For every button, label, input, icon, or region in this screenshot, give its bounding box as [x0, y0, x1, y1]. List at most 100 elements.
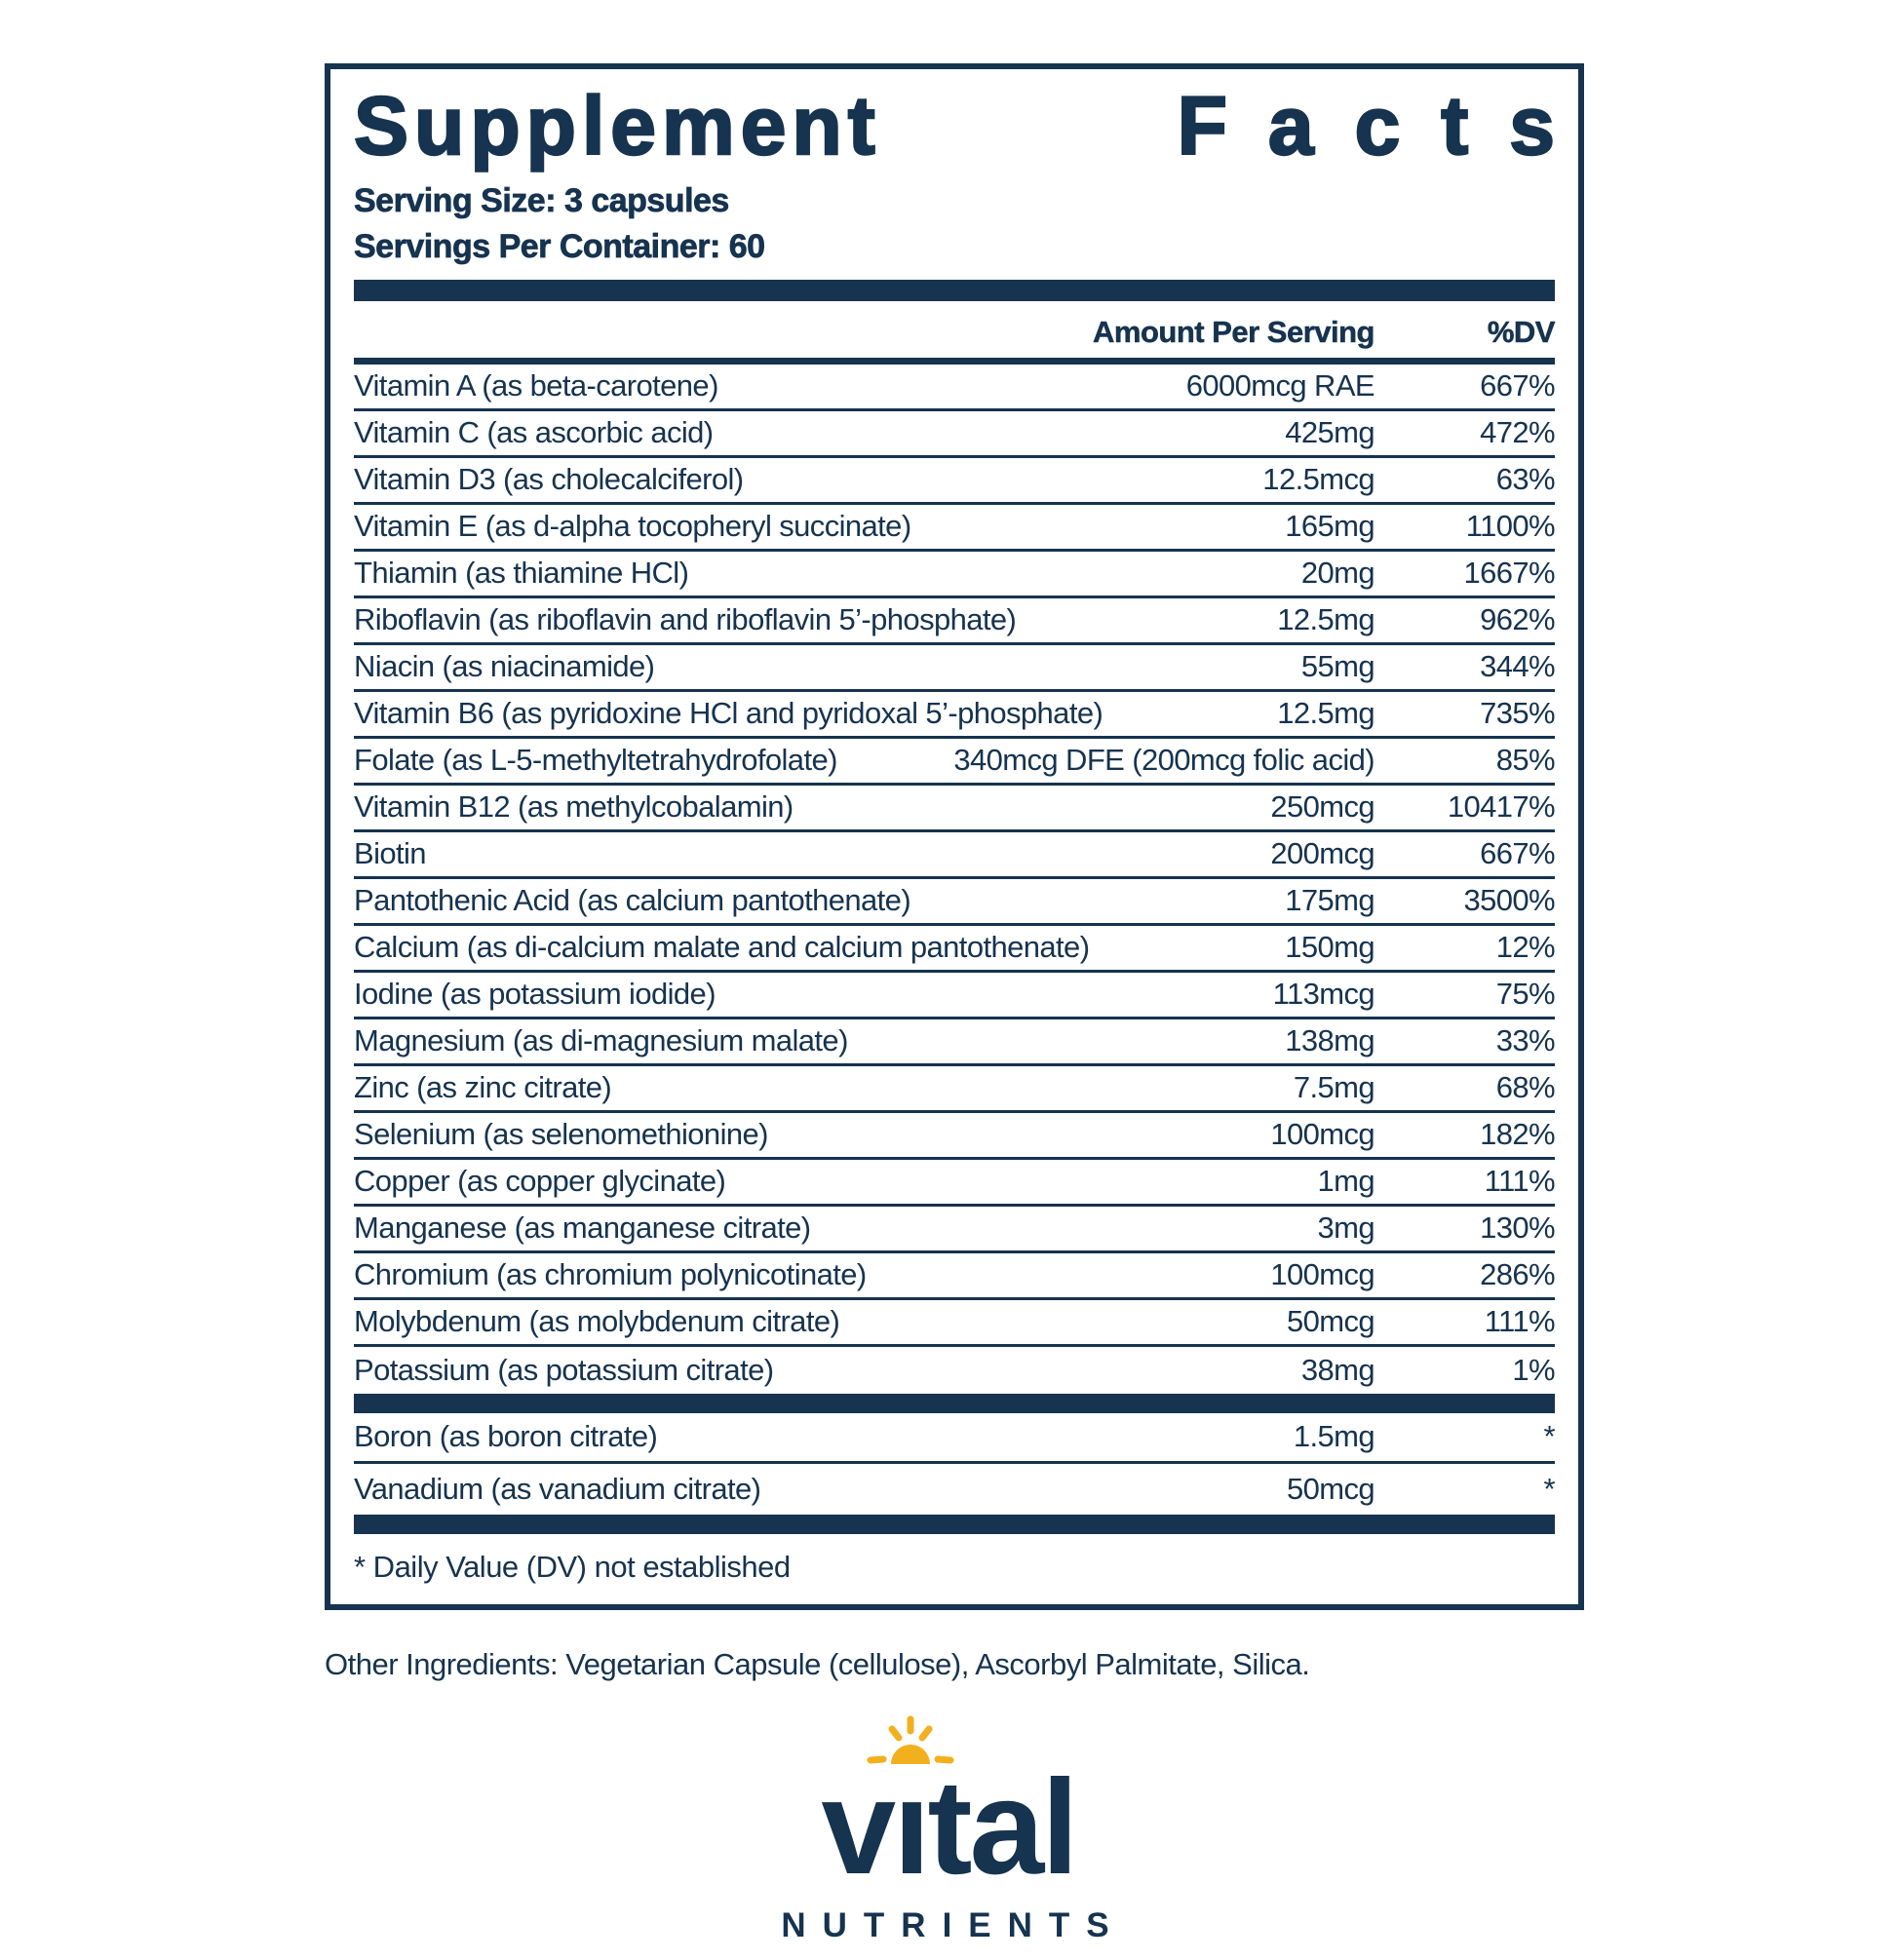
table-row: Copper (as copper glycinate) 1mg 111% — [354, 1160, 1556, 1207]
nutrient-amount: 340mcg DFE (200mcg folic acid) — [953, 743, 1374, 778]
table-row: Boron (as boron citrate) 1.5mg * — [354, 1413, 1556, 1464]
table-header-row: Amount Per Serving %DV — [354, 301, 1556, 358]
nutrient-dv: 667% — [1480, 836, 1555, 871]
nutrient-dv: 111% — [1484, 1304, 1556, 1339]
nutrient-dv: 3500% — [1463, 883, 1555, 918]
nutrient-dv: 286% — [1480, 1257, 1555, 1292]
nutrient-amount: 200mcg — [1270, 836, 1374, 871]
nutrient-name: Folate (as L-5-methyltetrahydrofolate) — [354, 743, 837, 778]
nutrient-dv: * — [1543, 1419, 1556, 1454]
nutrient-name: Thiamin (as thiamine HCl) — [354, 556, 689, 591]
nutrient-dv: 75% — [1495, 977, 1556, 1012]
dv-footnote: * Daily Value (DV) not established — [354, 1549, 791, 1584]
nutrient-dv: 33% — [1495, 1023, 1556, 1058]
table-row: Vitamin B12 (as methylcobalamin) 250mcg … — [354, 786, 1556, 832]
nutrient-name: Vitamin E (as d-alpha tocopheryl succina… — [354, 509, 911, 544]
nutrient-dv: 182% — [1480, 1117, 1555, 1152]
servings-per-container-text: Servings Per Container: 60 — [354, 227, 766, 265]
nutrient-name: Manganese (as manganese citrate) — [354, 1211, 811, 1246]
brand-logo: vı tal NUTRIENTS — [0, 1715, 1897, 1945]
nutrient-name: Vitamin B6 (as pyridoxine HCl and pyrido… — [354, 696, 1103, 731]
table-row: Vitamin C (as ascorbic acid) 425mg 472% — [354, 411, 1556, 458]
nutrient-dv: 735% — [1480, 696, 1555, 731]
nutrient-dv: 12% — [1495, 930, 1556, 965]
nutrient-dv: 85% — [1495, 743, 1556, 778]
brand-subtitle: NUTRIENTS — [781, 1905, 1126, 1944]
nutrient-name: Potassium (as potassium citrate) — [354, 1352, 774, 1387]
nutrient-dv: * — [1543, 1471, 1556, 1506]
panel-title-word2: Facts — [1176, 80, 1596, 172]
nonestablished-rows: Boron (as boron citrate) 1.5mg * Vanadiu… — [354, 1413, 1556, 1515]
nutrient-dv: 667% — [1480, 368, 1555, 404]
nutrient-amount: 6000mcg RAE — [1185, 368, 1375, 404]
nutrient-dv: 130% — [1480, 1211, 1555, 1246]
nutrient-dv: 63% — [1495, 462, 1556, 497]
nutrient-name: Magnesium (as di-magnesium malate) — [354, 1023, 848, 1058]
nutrient-amount: 55mg — [1300, 649, 1375, 684]
nutrient-amount: 1mg — [1317, 1164, 1374, 1199]
nutrient-amount: 175mg — [1285, 883, 1374, 918]
table-row: Pantothenic Acid (as calcium pantothenat… — [354, 879, 1556, 926]
nutrient-amount: 250mcg — [1270, 789, 1374, 825]
dv-header: %DV — [1487, 314, 1556, 349]
table-row: Vanadium (as vanadium citrate) 50mcg * — [354, 1464, 1556, 1515]
nutrient-amount: 425mg — [1285, 415, 1374, 450]
nutrient-name: Chromium (as chromium polynicotinate) — [354, 1257, 867, 1292]
nutrient-name: Molybdenum (as molybdenum citrate) — [354, 1304, 840, 1339]
other-ingredients-text: Other Ingredients: Vegetarian Capsule (c… — [325, 1646, 1310, 1681]
nutrient-amount: 150mg — [1285, 930, 1374, 965]
nutrient-name: Iodine (as potassium iodide) — [354, 977, 716, 1012]
nutrient-amount: 100mcg — [1270, 1257, 1374, 1292]
nutrient-name: Vanadium (as vanadium citrate) — [354, 1471, 761, 1506]
nutrient-name: Boron (as boron citrate) — [354, 1419, 658, 1454]
sun-icon — [867, 1715, 954, 1764]
nutrient-dv: 1% — [1512, 1352, 1555, 1387]
nutrient-amount: 100mcg — [1270, 1117, 1374, 1152]
nutrient-amount: 12.5mg — [1277, 602, 1374, 637]
table-row: Selenium (as selenomethionine) 100mcg 18… — [354, 1113, 1556, 1160]
nutrient-amount: 50mcg — [1286, 1304, 1375, 1339]
brand-letters-rest: tal — [927, 1751, 1079, 1902]
table-row: Calcium (as di-calcium malate and calciu… — [354, 926, 1556, 973]
table-row: Riboflavin (as riboflavin and riboflavin… — [354, 598, 1556, 645]
nutrient-dv: 68% — [1495, 1070, 1556, 1105]
nutrient-amount: 138mg — [1285, 1023, 1374, 1058]
nutrient-name: Zinc (as zinc citrate) — [354, 1070, 612, 1105]
nutrient-dv: 344% — [1480, 649, 1555, 684]
table-row: Vitamin B6 (as pyridoxine HCl and pyrido… — [354, 692, 1556, 739]
nutrient-name: Vitamin D3 (as cholecalciferol) — [354, 462, 744, 497]
brand-letter-i-glyph: ı — [893, 1751, 930, 1902]
table-row: Manganese (as manganese citrate) 3mg 130… — [354, 1207, 1556, 1253]
table-row: Folate (as L-5-methyltetrahydrofolate) 3… — [354, 739, 1556, 786]
supplement-facts-panel: Supplement Facts Serving Size: 3 capsule… — [325, 63, 1584, 1610]
table-row: Potassium (as potassium citrate) 38mg 1% — [354, 1347, 1556, 1394]
nutrient-dv: 10417% — [1447, 789, 1556, 825]
panel-title: Supplement Facts — [353, 83, 1556, 169]
divider-under-header — [354, 357, 1555, 365]
brand-letter-i: ı — [867, 1715, 954, 1895]
nutrient-name: Vitamin C (as ascorbic acid) — [354, 415, 714, 450]
divider-thick-mid — [354, 1393, 1555, 1413]
nutrient-dv: 472% — [1480, 415, 1555, 450]
nutrient-name: Vitamin B12 (as methylcobalamin) — [354, 789, 794, 825]
nutrient-dv: 111% — [1484, 1164, 1556, 1199]
nutrient-amount: 7.5mg — [1293, 1070, 1375, 1105]
nutrient-amount: 113mcg — [1272, 977, 1375, 1012]
brand-wordmark: vı tal — [821, 1715, 1079, 1895]
nutrient-rows: Vitamin A (as beta-carotene) 6000mcg RAE… — [354, 365, 1556, 1394]
table-row: Vitamin A (as beta-carotene) 6000mcg RAE… — [354, 365, 1556, 411]
nutrient-name: Calcium (as di-calcium malate and calciu… — [354, 930, 1090, 965]
nutrient-name: Pantothenic Acid (as calcium pantothenat… — [354, 883, 911, 918]
nutrient-name: Copper (as copper glycinate) — [354, 1164, 726, 1199]
table-row: Vitamin E (as d-alpha tocopheryl succina… — [354, 505, 1556, 552]
divider-thick-top — [354, 279, 1555, 301]
nutrient-amount: 3mg — [1317, 1211, 1374, 1246]
table-row: Magnesium (as di-magnesium malate) 138mg… — [354, 1019, 1556, 1066]
nutrient-amount: 50mcg — [1286, 1471, 1375, 1506]
serving-size-text: Serving Size: 3 capsules — [354, 181, 730, 219]
nutrient-name: Biotin — [354, 836, 427, 871]
nutrient-dv: 962% — [1480, 602, 1555, 637]
table-row: Vitamin D3 (as cholecalciferol) 12.5mcg … — [354, 458, 1556, 505]
amount-per-serving-header: Amount Per Serving — [1093, 314, 1375, 349]
nutrient-amount: 38mg — [1300, 1352, 1375, 1387]
